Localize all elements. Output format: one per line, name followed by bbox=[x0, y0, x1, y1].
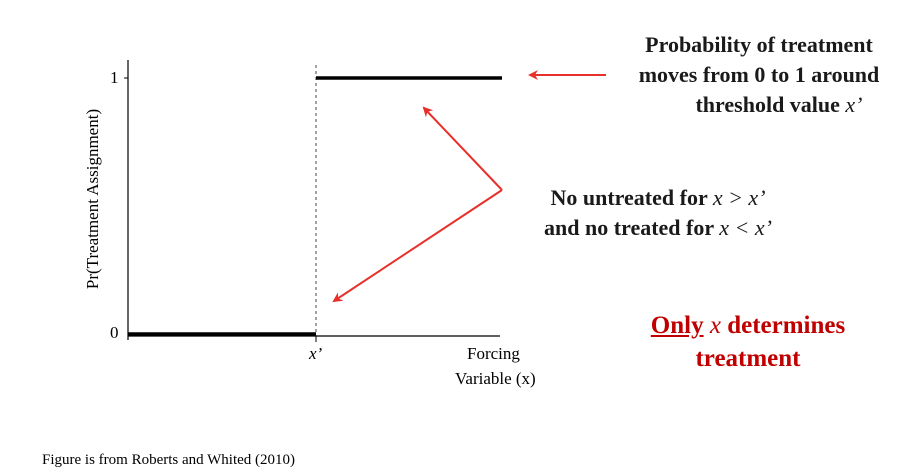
x-tick-threshold-label: x’ bbox=[309, 344, 323, 363]
callout-no-untreated-line2: and no treated for x < x’ bbox=[544, 215, 772, 240]
callout-probability-line3: threshold value x’ bbox=[695, 92, 863, 117]
x-axis-label-line1: Forcing bbox=[467, 344, 520, 363]
callout-probability: Probability of treatment moves from 0 to… bbox=[609, 30, 909, 120]
x-axis-label-line2: Variable (x) bbox=[455, 369, 536, 388]
arrow-to-upper-region bbox=[422, 106, 503, 191]
callout-no-untreated-line1: No untreated for x > x’ bbox=[550, 185, 766, 210]
y-tick-0-label: 0 bbox=[110, 323, 119, 342]
callout-only-x-line1: Only x determines bbox=[650, 312, 846, 339]
callout-only-x: Only x determines treatment bbox=[608, 309, 888, 375]
callout-only-x-line2: treatment bbox=[695, 345, 801, 372]
figure-source-footnote: Figure is from Roberts and Whited (2010) bbox=[42, 452, 296, 468]
y-tick-1-label: 1 bbox=[110, 68, 119, 87]
arrow-to-lower-region bbox=[332, 189, 503, 303]
callout-probability-line1: Probability of treatment bbox=[645, 32, 873, 57]
y-axis-label: Pr(Treatment Assignment) bbox=[83, 108, 102, 290]
callout-probability-line2: moves from 0 to 1 around bbox=[638, 62, 880, 87]
callout-no-untreated: No untreated for x > x’ and no treated f… bbox=[508, 183, 808, 243]
